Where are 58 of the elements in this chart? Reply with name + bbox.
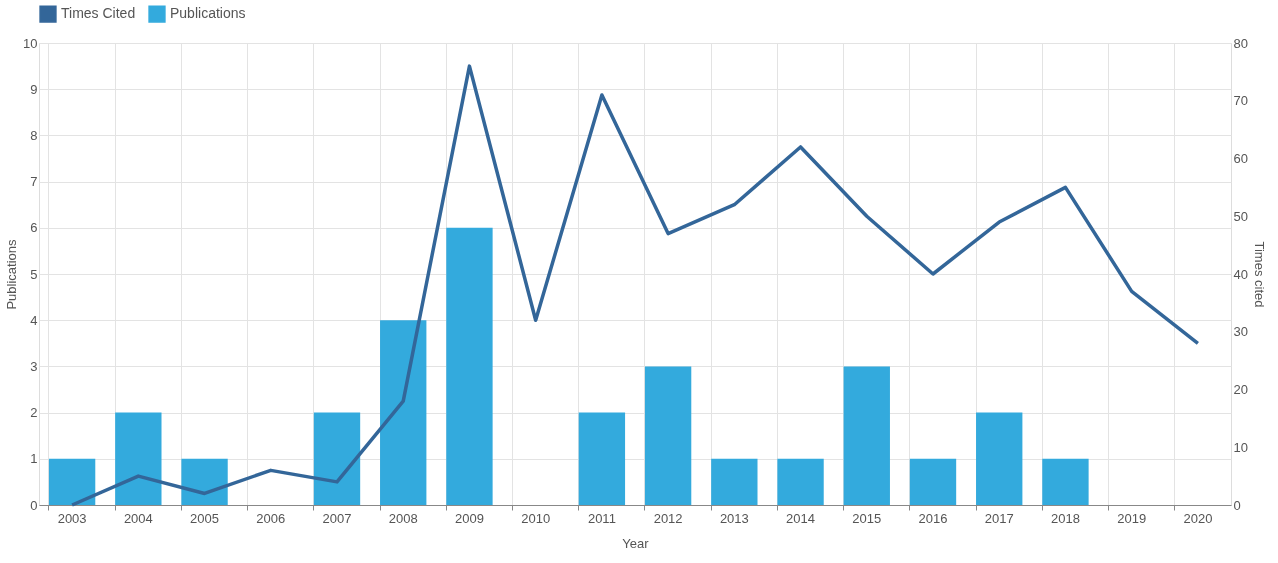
bar (843, 366, 890, 505)
y-tick-label: 1 (30, 451, 38, 467)
y-tick-label: 10 (23, 35, 38, 51)
y-tick-label: 7 (30, 174, 38, 190)
y-tick-label: 0 (30, 497, 38, 513)
y-tick-label: 5 (30, 266, 38, 282)
y2-tick-label: 50 (1233, 208, 1248, 224)
bar (909, 458, 957, 505)
x-tick-label: 2019 (1117, 510, 1147, 526)
bar (711, 458, 758, 505)
bar (380, 320, 427, 505)
x-tick-label: 2005 (190, 510, 220, 526)
y2-tick-label: 60 (1233, 151, 1248, 166)
bar (115, 412, 162, 505)
x-tick-label: 2015 (852, 510, 882, 526)
y-tick-label: 6 (30, 220, 38, 236)
bar (644, 366, 692, 505)
y2-tick-label: 30 (1233, 324, 1248, 340)
x-tick-label: 2020 (1183, 510, 1213, 526)
y-tick-label: 9 (30, 81, 38, 97)
bar (976, 412, 1023, 505)
y-tick-label: 3 (30, 358, 38, 374)
y-tick-label: 2 (30, 405, 38, 421)
y2-tick-label: 20 (1233, 382, 1248, 397)
x-axis-title: Year (622, 535, 650, 551)
x-tick-label: 2017 (984, 510, 1014, 526)
y-tick-label: 8 (30, 127, 38, 143)
y2-tick-label: 0 (1233, 497, 1241, 513)
y2-tick-label: 10 (1233, 439, 1248, 455)
legend-label: Publications (170, 5, 246, 22)
x-tick-label: 2011 (587, 510, 616, 526)
x-tick-label: 2009 (454, 510, 484, 526)
y-axis-title: Publications (4, 238, 20, 310)
y-tick-label: 4 (30, 312, 38, 328)
x-tick-label: 2012 (653, 510, 683, 526)
bar (446, 227, 493, 505)
x-tick-label: 2010 (521, 510, 551, 526)
bar (48, 458, 96, 505)
bar (578, 412, 626, 505)
y2-axis-title: Times cited (1251, 241, 1267, 308)
x-tick-label: 2007 (322, 510, 352, 526)
x-tick-label: 2016 (918, 510, 948, 526)
bar (1042, 458, 1089, 505)
x-tick-label: 2013 (719, 510, 749, 526)
x-tick-label: 2004 (123, 510, 153, 526)
x-tick-label: 2014 (786, 510, 816, 526)
bar (777, 458, 824, 505)
x-tick-label: 2003 (57, 510, 87, 526)
y2-tick-label: 80 (1233, 35, 1248, 51)
legend-label: Times Cited (61, 5, 136, 22)
line-series (70, 64, 1200, 507)
x-tick-label: 2018 (1050, 510, 1080, 526)
y2-tick-label: 70 (1233, 93, 1248, 109)
bar (181, 458, 228, 505)
y2-tick-label: 40 (1233, 266, 1248, 282)
x-tick-label: 2006 (256, 510, 286, 526)
bar (313, 412, 361, 505)
x-tick-label: 2008 (388, 510, 418, 526)
